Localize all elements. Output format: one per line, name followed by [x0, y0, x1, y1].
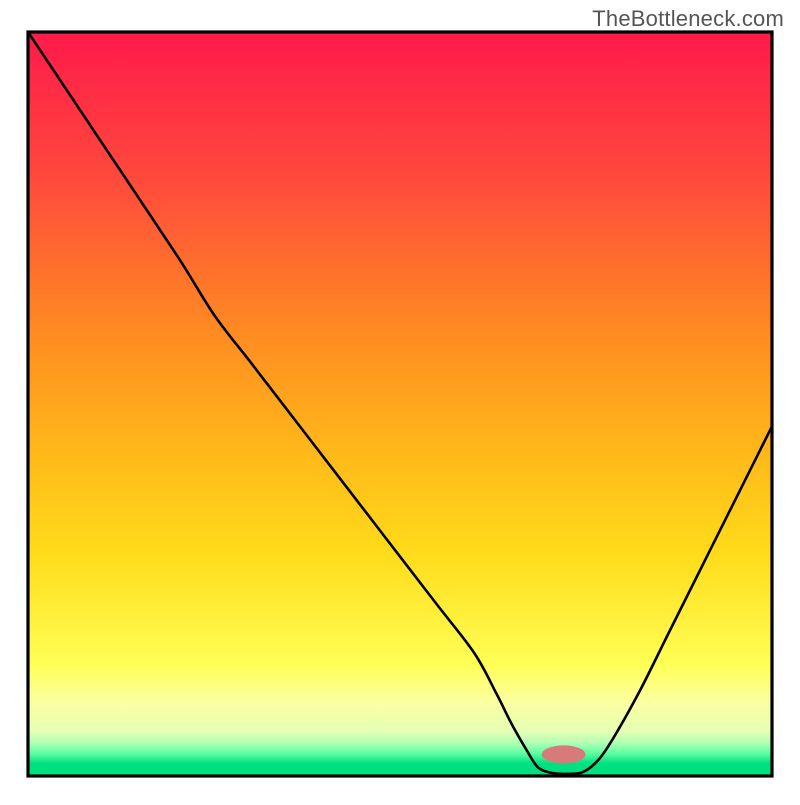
watermark-text: TheBottleneck.com	[592, 6, 784, 32]
optimal-marker	[542, 745, 586, 763]
bottleneck-chart	[0, 0, 800, 800]
chart-svg	[0, 0, 800, 800]
gradient-background	[28, 32, 772, 776]
